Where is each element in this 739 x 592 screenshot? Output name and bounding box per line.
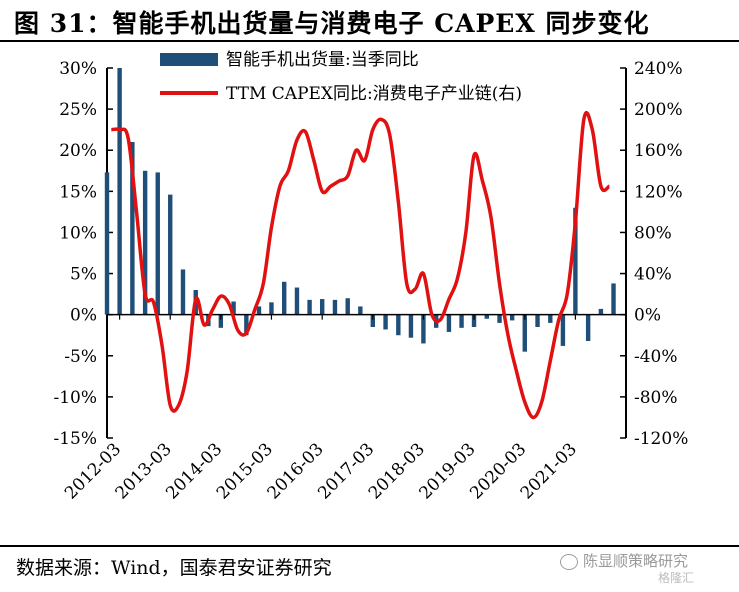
bar bbox=[332, 299, 338, 315]
source-rule bbox=[0, 545, 739, 547]
right-tick-label: 40% bbox=[634, 265, 672, 285]
bar bbox=[155, 172, 160, 315]
bar bbox=[446, 314, 452, 332]
left-tick-label: -10% bbox=[53, 388, 97, 408]
left-tick-label: 0% bbox=[70, 306, 97, 326]
bar bbox=[370, 314, 376, 327]
bar bbox=[383, 314, 388, 330]
right-tick-label: 160% bbox=[634, 141, 683, 161]
bar bbox=[231, 301, 236, 315]
left-tick-label: 15% bbox=[59, 182, 97, 202]
watermark: 陈显顺策略研究 bbox=[560, 550, 688, 571]
bar bbox=[244, 314, 249, 336]
bar bbox=[497, 314, 502, 323]
bar bbox=[256, 306, 262, 315]
figure-title: 图 31：智能手机出货量与消费电子 CAPEX 同步变化 bbox=[14, 9, 650, 38]
right-tick-label: 80% bbox=[634, 223, 672, 243]
watermark-secondary: 格隆汇 bbox=[658, 571, 695, 585]
bar bbox=[168, 194, 173, 315]
bar bbox=[130, 142, 135, 315]
left-tick-label: -5% bbox=[64, 347, 97, 367]
legend-line-label: TTM CAPEX同比:消费电子产业链(右) bbox=[226, 84, 522, 104]
bar bbox=[522, 314, 527, 352]
bar bbox=[408, 314, 414, 338]
bar bbox=[560, 314, 566, 346]
bar bbox=[307, 299, 312, 315]
x-tick-label: 2021-03 bbox=[517, 439, 581, 503]
legend: 智能手机出货量:当季同比 TTM CAPEX同比:消费电子产业链(右) bbox=[160, 50, 522, 104]
capex-line bbox=[111, 111, 611, 420]
right-tick-label: 240% bbox=[634, 59, 683, 79]
source-note: 数据来源：Wind，国泰君安证券研究 bbox=[16, 557, 332, 579]
bar bbox=[611, 283, 616, 315]
bar bbox=[459, 314, 464, 328]
bar bbox=[345, 298, 350, 315]
bar bbox=[282, 281, 287, 315]
wechat-icon bbox=[560, 553, 578, 570]
bar bbox=[585, 314, 591, 341]
left-tick-label: 10% bbox=[59, 223, 97, 243]
bar bbox=[218, 314, 224, 328]
bar bbox=[421, 314, 426, 344]
bar bbox=[598, 308, 604, 315]
right-tick-label: -80% bbox=[634, 388, 678, 408]
legend-bar-label: 智能手机出货量:当季同比 bbox=[226, 50, 419, 70]
right-tick-label: 0% bbox=[634, 306, 661, 326]
bar bbox=[535, 314, 540, 327]
right-tick-label: 120% bbox=[634, 182, 683, 202]
bar bbox=[358, 306, 363, 315]
right-tick-label: -40% bbox=[634, 347, 678, 367]
bar bbox=[548, 314, 553, 323]
left-tick-label: 30% bbox=[59, 59, 97, 79]
watermark-text: 陈显顺策略研究 bbox=[583, 552, 689, 570]
bar bbox=[573, 207, 578, 315]
left-tick-label: -15% bbox=[53, 429, 97, 449]
bar bbox=[396, 314, 401, 336]
left-tick-label: 5% bbox=[70, 265, 97, 285]
bar bbox=[319, 299, 325, 315]
bar bbox=[104, 172, 110, 315]
bar bbox=[294, 287, 300, 315]
legend-bar-swatch bbox=[160, 53, 218, 66]
bar bbox=[471, 314, 477, 327]
right-tick-label: 200% bbox=[634, 100, 683, 120]
bar bbox=[117, 68, 122, 315]
left-tick-label: 25% bbox=[59, 100, 97, 120]
title-rule bbox=[0, 40, 739, 42]
bar bbox=[142, 170, 148, 315]
left-tick-label: 20% bbox=[59, 141, 97, 161]
bar bbox=[509, 314, 515, 321]
bar bbox=[269, 302, 274, 315]
bar bbox=[484, 314, 489, 319]
right-tick-label: -120% bbox=[634, 429, 688, 449]
bar bbox=[180, 269, 186, 315]
